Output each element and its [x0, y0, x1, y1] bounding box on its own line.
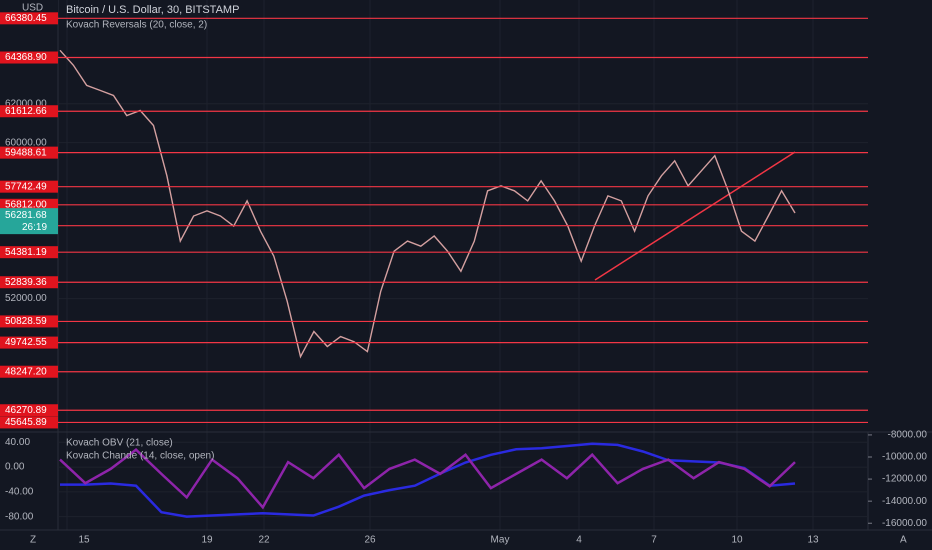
level-label-box [0, 12, 58, 25]
indicator-line [59, 448, 796, 510]
y-tick-label: 40.00 [5, 437, 30, 448]
level-label-box [0, 336, 58, 349]
level-label: 45645.89 [5, 417, 47, 428]
level-label-box [0, 416, 58, 429]
x-tick-label: 4 [576, 535, 582, 546]
price-line [59, 49, 796, 359]
x-tick-label: 7 [651, 535, 657, 546]
y2-tick-label: -8000.00 [888, 430, 928, 441]
legend-entry: Kovach OBV (21, close) [66, 438, 173, 449]
indicator-line [60, 442, 796, 518]
level-label: 49742.55 [5, 337, 47, 348]
level-label-box [0, 198, 58, 211]
y-tick-label: -80.00 [5, 511, 34, 522]
level-label: 64368.90 [5, 52, 47, 63]
legend-entry: Kovach Chande (14, close, open) [66, 451, 214, 462]
level-label-box [0, 51, 58, 64]
y2-tick-label: -14000.00 [882, 496, 927, 507]
y2-tick-label: -12000.00 [882, 474, 927, 485]
zoom-button[interactable]: Z [30, 535, 36, 546]
vertical-grid [66, 0, 814, 530]
indicator-label: Kovach Reversals (20, close, 2) [66, 20, 207, 31]
x-tick-label: 26 [364, 535, 376, 546]
level-label: 57742.49 [5, 181, 47, 192]
level-label: 46270.89 [5, 405, 47, 416]
y-tick-label: -40.00 [5, 486, 34, 497]
level-label-box [0, 246, 58, 259]
level-label: 54381.19 [5, 247, 47, 258]
trend-line [594, 151, 796, 281]
level-label: 50828.59 [5, 316, 47, 327]
level-label-box [0, 315, 58, 328]
x-tick-label: 19 [201, 535, 213, 546]
currency: USD [22, 3, 43, 14]
last-price-box [0, 208, 58, 235]
level-label-box [0, 365, 58, 378]
x-tick-label: May [491, 535, 510, 546]
y2-tick-label: -16000.00 [882, 518, 927, 529]
symbol-title: Bitcoin / U.S. Dollar, 30, BITSTAMP [66, 4, 239, 16]
auto-scale-button[interactable]: A [900, 535, 907, 546]
y-tick-label: 0.00 [5, 462, 25, 473]
y-tick-label: 62000.00 [5, 98, 47, 109]
level-label: 48247.20 [5, 366, 47, 377]
x-tick-label: 10 [731, 535, 743, 546]
last-price: 56281.68 [5, 210, 47, 221]
level-label-box [0, 404, 58, 417]
level-label: 52839.36 [5, 277, 47, 288]
level-label-box [0, 105, 58, 118]
x-tick-label: 22 [258, 535, 270, 546]
x-tick-label: 13 [807, 535, 819, 546]
level-label-box [0, 276, 58, 289]
level-label: 59488.61 [5, 147, 47, 158]
y2-tick-label: -10000.00 [882, 452, 927, 463]
level-label: 56812.00 [5, 199, 47, 210]
x-tick-label: 15 [78, 535, 90, 546]
countdown: 26:19 [22, 222, 47, 233]
y-tick-label: 52000.00 [5, 293, 47, 304]
level-label: 66380.45 [5, 13, 47, 24]
level-label-box [0, 180, 58, 193]
level-label-box [0, 146, 58, 159]
currency-box [0, 0, 58, 14]
level-label: 61612.66 [5, 106, 47, 117]
y-tick-label: 60000.00 [5, 137, 47, 148]
